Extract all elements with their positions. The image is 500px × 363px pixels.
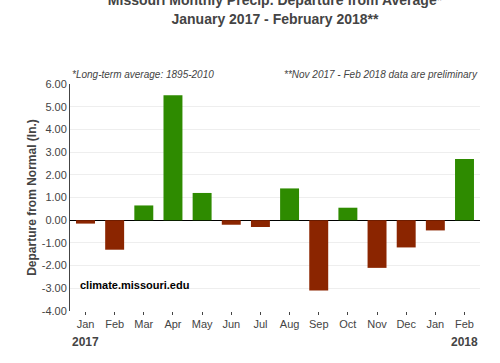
svg-text:Missouri Monthly Precip. Depar: Missouri Monthly Precip. Departure from … xyxy=(108,0,443,27)
svg-text:Oct: Oct xyxy=(339,318,356,330)
svg-text:Feb: Feb xyxy=(105,318,124,330)
svg-text:Sep: Sep xyxy=(309,318,329,330)
svg-text:Apr: Apr xyxy=(164,318,181,330)
svg-text:Jan: Jan xyxy=(426,318,444,330)
svg-text:Jan: Jan xyxy=(77,318,95,330)
svg-text:Departure from Normal (In.): Departure from Normal (In.) xyxy=(25,119,39,276)
svg-text:*Long-term average: 1895-2010: *Long-term average: 1895-2010 xyxy=(72,69,214,80)
svg-text:6.00: 6.00 xyxy=(45,78,66,90)
svg-text:climate.missouri.edu: climate.missouri.edu xyxy=(80,279,189,291)
svg-text:Mar: Mar xyxy=(134,318,153,330)
svg-text:3.00: 3.00 xyxy=(45,146,66,158)
svg-text:-4.00: -4.00 xyxy=(42,305,67,317)
svg-text:Aug: Aug xyxy=(280,318,300,330)
svg-text:Nov: Nov xyxy=(367,318,387,330)
svg-text:-2.00: -2.00 xyxy=(42,259,67,271)
svg-text:-3.00: -3.00 xyxy=(42,282,67,294)
svg-text:-1.00: -1.00 xyxy=(42,237,67,249)
svg-text:**Nov 2017 - Feb 2018 data are: **Nov 2017 - Feb 2018 data are prelimina… xyxy=(284,69,478,80)
svg-text:May: May xyxy=(192,318,213,330)
svg-text:2.00: 2.00 xyxy=(45,169,66,181)
svg-text:Jun: Jun xyxy=(222,318,240,330)
svg-text:2018: 2018 xyxy=(451,335,478,349)
svg-text:0.00: 0.00 xyxy=(45,214,66,226)
svg-text:4.00: 4.00 xyxy=(45,123,66,135)
svg-text:1.00: 1.00 xyxy=(45,191,66,203)
svg-text:2017: 2017 xyxy=(72,335,99,349)
svg-text:5.00: 5.00 xyxy=(45,101,66,113)
svg-text:Feb: Feb xyxy=(455,318,474,330)
svg-text:Jul: Jul xyxy=(253,318,267,330)
svg-text:Dec: Dec xyxy=(396,318,416,330)
